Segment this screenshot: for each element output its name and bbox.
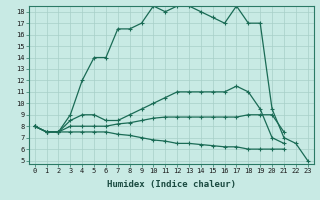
X-axis label: Humidex (Indice chaleur): Humidex (Indice chaleur) bbox=[107, 180, 236, 189]
